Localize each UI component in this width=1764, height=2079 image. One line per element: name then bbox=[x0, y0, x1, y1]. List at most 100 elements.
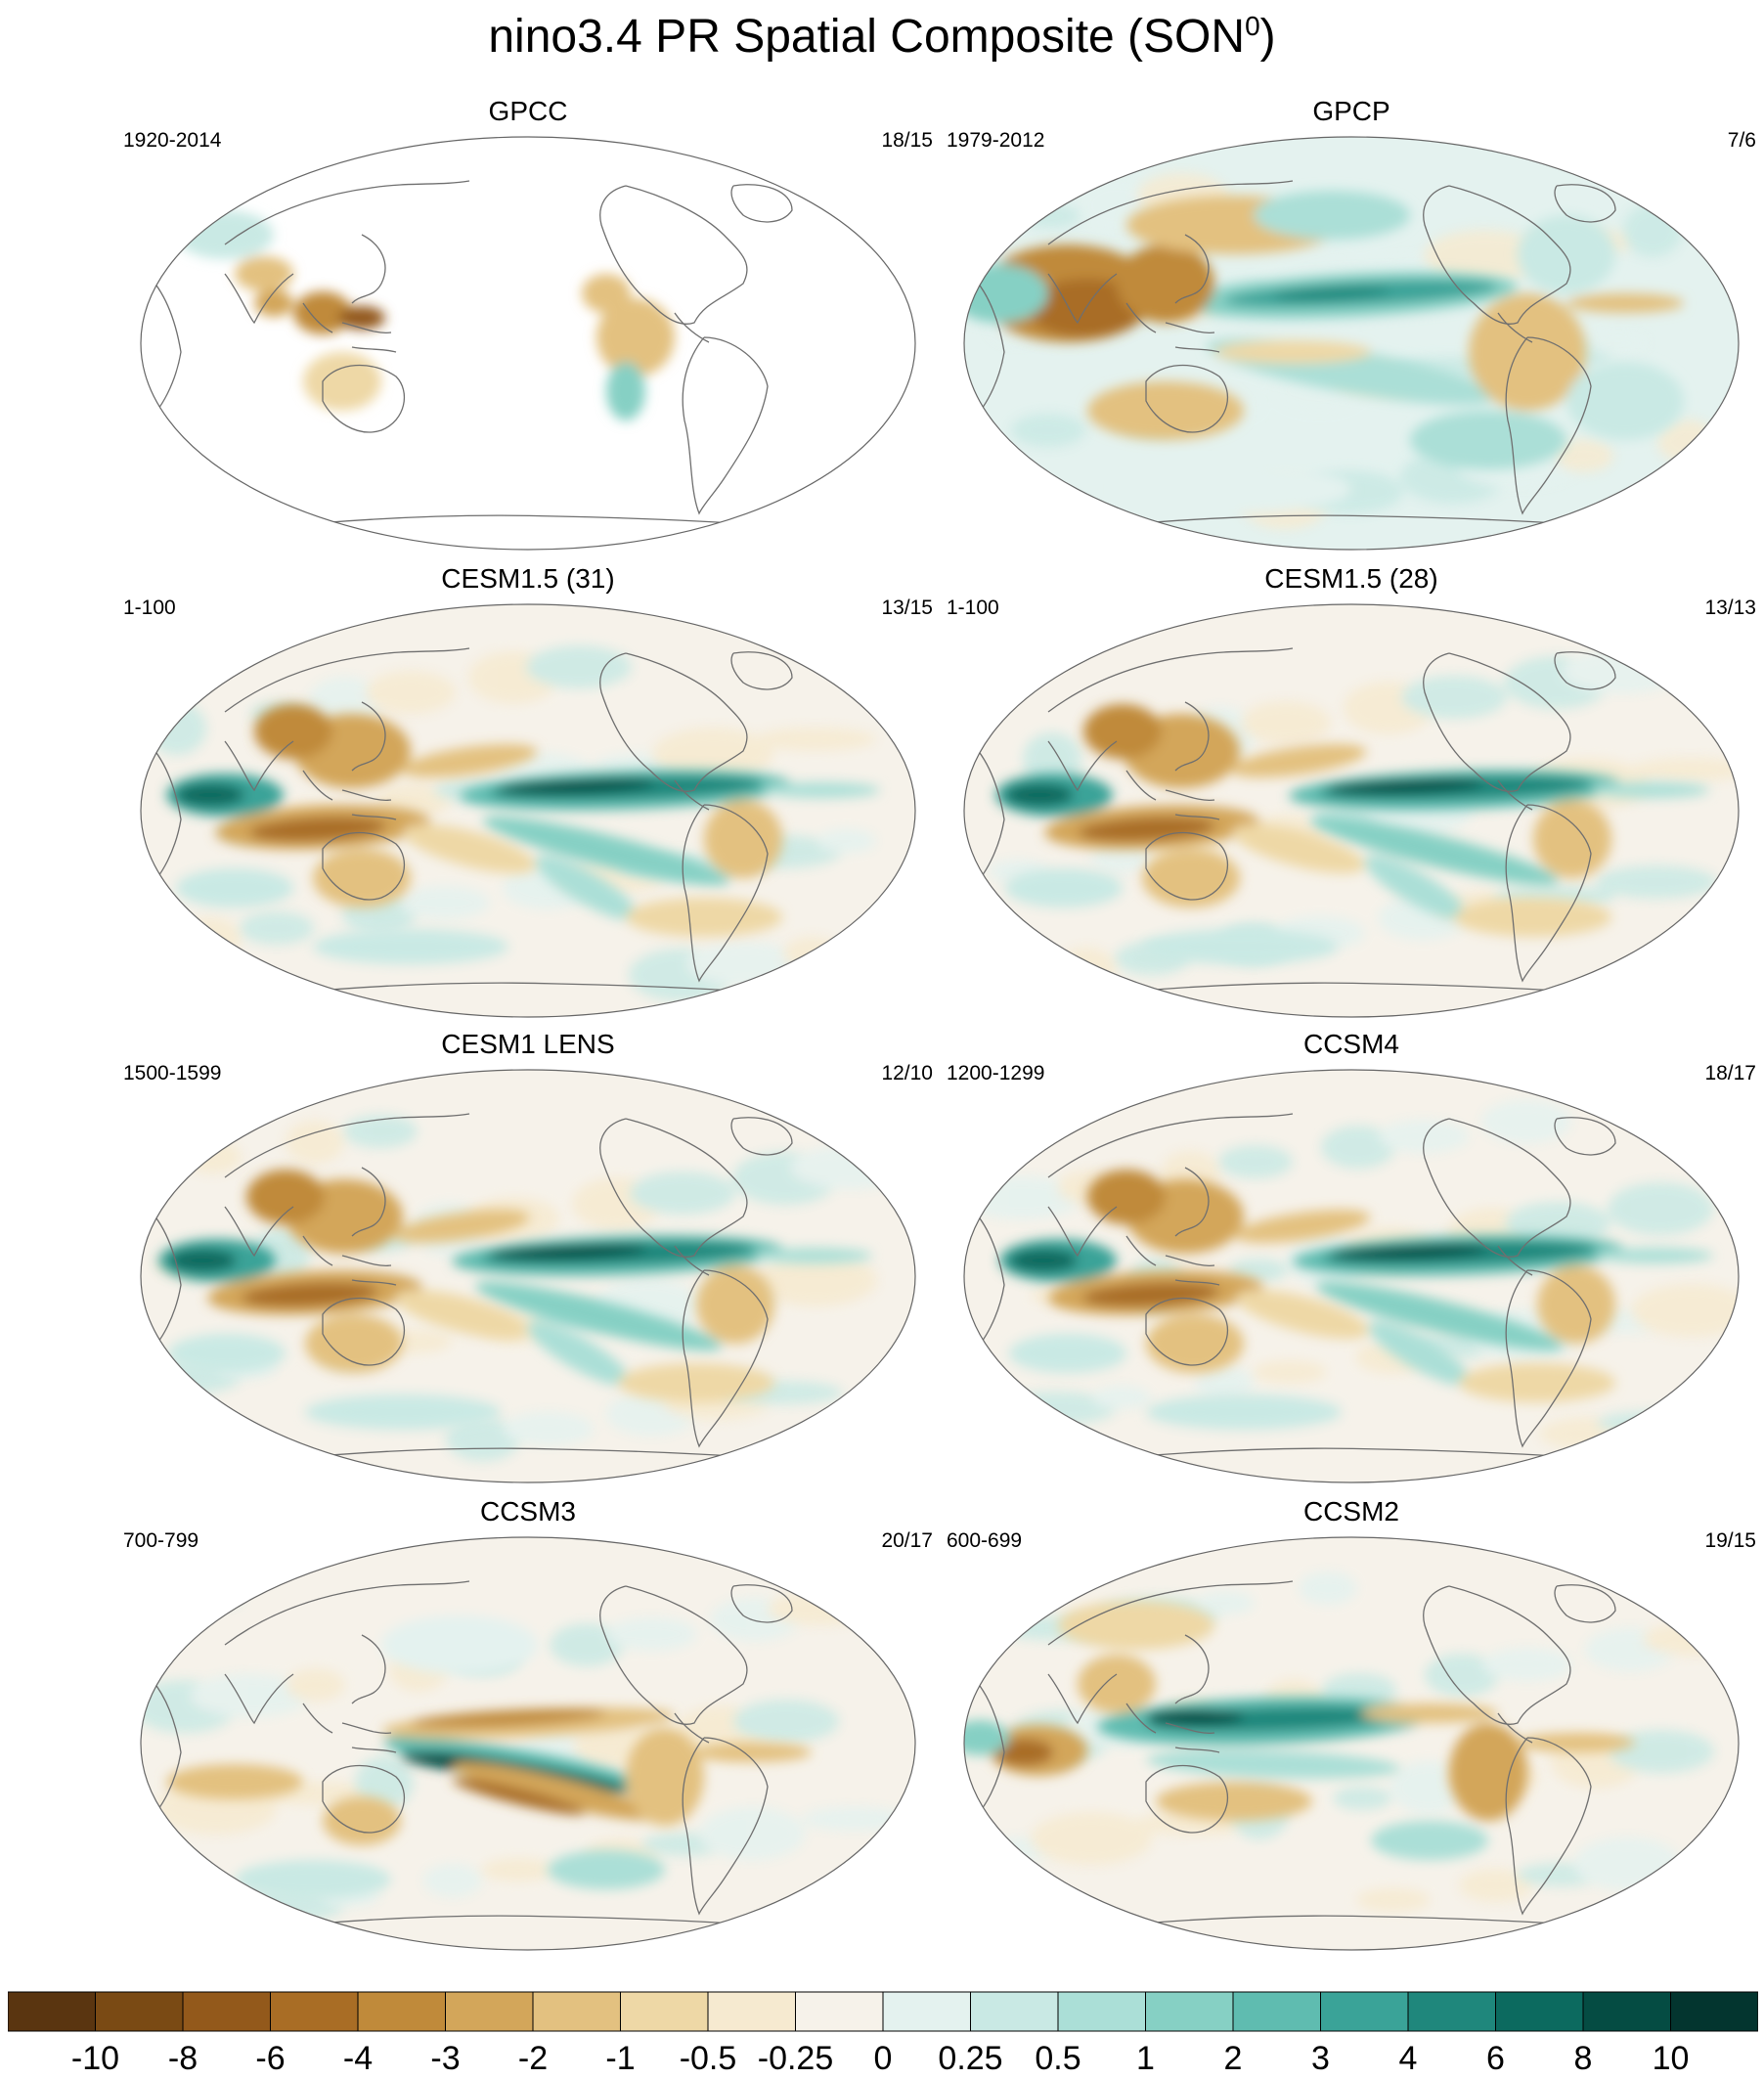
anomaly-blob bbox=[1005, 783, 1074, 807]
colorbar-swatch bbox=[532, 1991, 621, 2032]
anomaly-blob bbox=[630, 1172, 735, 1215]
anomaly-blob bbox=[756, 1254, 877, 1306]
anomaly-blob bbox=[1083, 704, 1162, 759]
anomaly-blob bbox=[323, 1796, 401, 1845]
map-frame bbox=[140, 603, 916, 1018]
coastline bbox=[1047, 1673, 1118, 1725]
anomaly-blob bbox=[1539, 1417, 1645, 1450]
colorbar-tick-label: -0.5 bbox=[679, 2040, 737, 2077]
coastline bbox=[1145, 364, 1228, 433]
coastline bbox=[1497, 1245, 1533, 1276]
colorbar-swatch bbox=[1670, 1991, 1758, 2032]
colorbar-swatch bbox=[1057, 1991, 1146, 2032]
anomaly-blob bbox=[176, 783, 244, 807]
anomaly-blob bbox=[1596, 1248, 1713, 1263]
world-map bbox=[140, 603, 916, 1018]
panel-count: 20/17 bbox=[881, 1529, 933, 1552]
anomaly-blob bbox=[491, 1244, 647, 1260]
panel-period: 1500-1599 bbox=[123, 1062, 222, 1084]
world-map bbox=[963, 1069, 1740, 1483]
panel-title: GPCC bbox=[488, 96, 568, 126]
panel-count: 19/15 bbox=[1704, 1529, 1756, 1552]
anomaly-blob bbox=[168, 1334, 286, 1373]
anomaly-blob bbox=[423, 1864, 482, 1897]
panel-count: 18/15 bbox=[881, 129, 933, 152]
anomaly-blob bbox=[1195, 1366, 1254, 1399]
coastline bbox=[1505, 1737, 1592, 1916]
anomaly-blob bbox=[249, 817, 386, 842]
map-frame bbox=[963, 603, 1740, 1018]
anomaly-blob bbox=[254, 289, 293, 317]
anomaly-blob bbox=[313, 849, 411, 907]
anomaly-blob bbox=[1315, 1281, 1564, 1351]
anomaly-blob bbox=[763, 782, 880, 798]
panel-count: 13/13 bbox=[1704, 597, 1756, 619]
anomaly-blob bbox=[790, 1146, 911, 1189]
anomaly-blob bbox=[704, 800, 782, 878]
anomaly-blob bbox=[168, 1249, 237, 1272]
map-background bbox=[141, 137, 915, 550]
panel-period: 700-799 bbox=[123, 1529, 199, 1552]
panel-period: 600-699 bbox=[947, 1529, 1023, 1552]
coastline bbox=[1554, 651, 1616, 690]
map-panel-ccsm4: CCSM4 1200-1299 18/17 bbox=[941, 1029, 1762, 1488]
colorbar-tick-label: -2 bbox=[517, 2040, 549, 2077]
anomaly-blob bbox=[1156, 1782, 1312, 1821]
coastline bbox=[351, 234, 386, 304]
coastline bbox=[1554, 1584, 1616, 1623]
anomaly-blob bbox=[526, 645, 632, 688]
anomaly-blob bbox=[313, 929, 508, 964]
anomaly-blob bbox=[1481, 1100, 1571, 1143]
anomaly-blob bbox=[482, 816, 730, 886]
anomaly-blob bbox=[176, 868, 293, 907]
anomaly-blob bbox=[1057, 948, 1116, 991]
map-panel-gpcc: GPCC 1920-2014 18/15 bbox=[117, 96, 939, 555]
coastline bbox=[224, 1673, 294, 1725]
anomaly-blob bbox=[446, 1418, 520, 1461]
coastline bbox=[224, 273, 294, 325]
panel-period: 1-100 bbox=[947, 597, 999, 619]
anomaly-blob bbox=[1608, 1182, 1713, 1235]
anomaly-blob bbox=[696, 1265, 774, 1344]
anomaly-blob bbox=[1078, 1655, 1156, 1713]
coastline bbox=[1145, 1764, 1228, 1834]
coastline bbox=[1174, 701, 1210, 772]
coastline bbox=[224, 740, 294, 792]
coastline bbox=[674, 312, 710, 343]
panel-title: CCSM3 bbox=[479, 1496, 576, 1526]
panel-title: CCSM2 bbox=[1302, 1496, 1399, 1526]
colorbar-swatch bbox=[1582, 1991, 1671, 2032]
anomaly-blob bbox=[148, 702, 206, 755]
anomaly-blob bbox=[783, 937, 842, 970]
coastline bbox=[682, 1269, 769, 1448]
anomaly-blob bbox=[1214, 340, 1371, 364]
anomaly-blob bbox=[1356, 1888, 1431, 1912]
anomaly-blob bbox=[964, 264, 1048, 323]
colorbar-swatch bbox=[795, 1991, 884, 2032]
colorbar-tick-label: 1 bbox=[1136, 2040, 1155, 2077]
anomaly-blob bbox=[343, 1115, 418, 1148]
anomaly-blob bbox=[401, 744, 538, 777]
anomaly-blob bbox=[802, 1807, 907, 1831]
coastline bbox=[599, 652, 748, 792]
anomaly-blob bbox=[1566, 362, 1684, 440]
anomaly-blob bbox=[1562, 650, 1683, 693]
anomaly-blob bbox=[694, 1743, 812, 1762]
anomaly-blob bbox=[286, 1121, 344, 1164]
anomaly-blob bbox=[1146, 1709, 1244, 1725]
colorbar-labels: -10 -8 -6 -4 -3 -2 -1 -0.5 -0.25 0 0.25 0.5 1 2 3 4 6 8 10 bbox=[8, 2040, 1758, 2079]
anomaly-blob bbox=[393, 1210, 530, 1243]
coastline bbox=[1497, 779, 1533, 811]
colorbar-tick-label: 0.5 bbox=[1035, 2040, 1081, 2077]
colorbar-tick-label: -6 bbox=[255, 2040, 286, 2077]
coastline bbox=[674, 779, 710, 811]
anomaly-blob bbox=[994, 1739, 1053, 1766]
coastline bbox=[1125, 1235, 1220, 1286]
anomaly-blob bbox=[626, 1728, 704, 1826]
anomaly-blob bbox=[1254, 191, 1410, 240]
anomaly-blob bbox=[1230, 744, 1367, 777]
anomaly-blob bbox=[1505, 1202, 1610, 1245]
colorbar-swatch bbox=[445, 1991, 534, 2032]
anomaly-blob bbox=[1031, 1812, 1152, 1865]
panel-period: 1200-1299 bbox=[947, 1062, 1045, 1084]
